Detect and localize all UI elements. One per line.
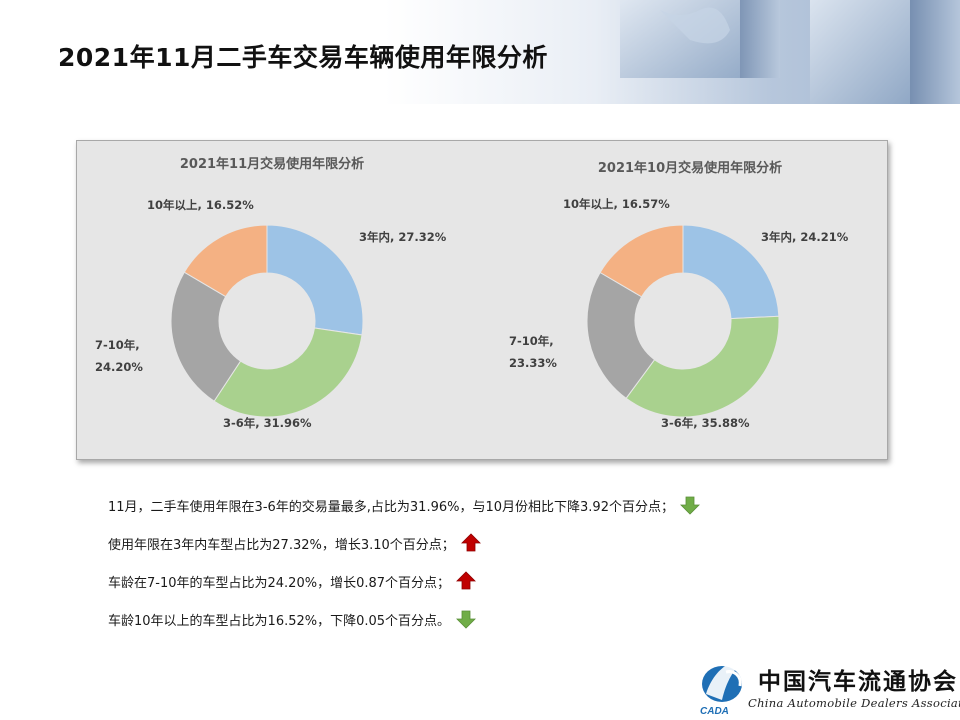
- note-text: 车龄10年以上的车型占比为16.52%，下降0.05个百分点。: [108, 613, 451, 629]
- chart-title: 2021年10月交易使用年限分析: [598, 160, 782, 176]
- org-name-cn: 中国汽车流通协会: [758, 668, 958, 695]
- down-arrow-icon: [456, 610, 477, 629]
- donut-slice-10年以上: [183, 224, 268, 298]
- slice-label: 10年以上, 16.52%: [147, 198, 254, 212]
- donut-slice-3年内: [266, 224, 364, 336]
- header-decoration: [620, 0, 960, 104]
- donut-chart-2: 2021年10月交易使用年限分析 3年内, 24.21% 3-6年, 35.88% 7…: [509, 160, 849, 430]
- header-banner: 2021年11月二手车交易车辆使用年限分析: [0, 0, 960, 104]
- note-text: 11月，二手车使用年限在3-6年的交易量最多,占比为31.96%，与10月份相比…: [108, 499, 674, 515]
- donut-slice-7-10年: [586, 271, 656, 400]
- chart-title: 2021年11月交易使用年限分析: [180, 156, 364, 172]
- slice-label-value: 23.33%: [509, 356, 557, 370]
- note-row: 11月，二手车使用年限在3-6年的交易量最多,占比为31.96%，与10月份相比…: [108, 486, 808, 524]
- slice-label: 7-10年,: [509, 334, 554, 348]
- slice-label: 3年内, 24.21%: [761, 230, 849, 244]
- donut-slice-3年内: [682, 224, 780, 320]
- up-arrow-icon: [460, 533, 481, 552]
- donut-slice-7-10年: [170, 271, 242, 402]
- note-text: 车龄在7-10年的车型占比为24.20%，增长0.87个百分点；: [108, 575, 451, 591]
- chart-panel: 2021年11月交易使用年限分析 3年内, 27.32% 3-6年, 31.96% 7…: [76, 140, 888, 460]
- up-arrow-icon: [456, 571, 476, 590]
- slice-label-value: 24.20%: [95, 360, 143, 374]
- donut-slice-3-6年: [213, 327, 363, 418]
- donut-slice-10年以上: [599, 224, 684, 298]
- slice-label: 3-6年, 31.96%: [223, 416, 312, 430]
- slice-label: 10年以上, 16.57%: [563, 197, 670, 211]
- note-row: 使用年限在3年内车型占比为27.32%，增长3.10个百分点；: [108, 524, 808, 562]
- note-text: 使用年限在3年内车型占比为27.32%，增长3.10个百分点；: [108, 537, 455, 553]
- donut-chart-1: 2021年11月交易使用年限分析 3年内, 27.32% 3-6年, 31.96% 7…: [95, 156, 447, 430]
- logo-abbr: CADA: [700, 706, 729, 716]
- analysis-notes: 11月，二手车使用年限在3-6年的交易量最多,占比为31.96%，与10月份相比…: [108, 486, 808, 638]
- org-name-en: China Automobile Dealers Association: [748, 696, 960, 710]
- donut-slice-3-6年: [625, 315, 780, 418]
- donut-charts: 2021年11月交易使用年限分析 3年内, 27.32% 3-6年, 31.96% 7…: [95, 156, 849, 430]
- slice-label: 7-10年,: [95, 338, 140, 352]
- note-row: 车龄在7-10年的车型占比为24.20%，增长0.87个百分点；: [108, 562, 808, 600]
- page-title: 2021年11月二手车交易车辆使用年限分析: [58, 43, 548, 72]
- down-arrow-icon: [680, 496, 700, 515]
- note-row: 车龄10年以上的车型占比为16.52%，下降0.05个百分点。: [108, 600, 808, 638]
- org-logo: CADA 中国汽车流通协会 China Automobile Dealers A…: [692, 650, 960, 720]
- slice-label: 3-6年, 35.88%: [661, 416, 750, 430]
- cada-logo-icon: CADA: [700, 658, 746, 716]
- slice-label: 3年内, 27.32%: [359, 230, 447, 244]
